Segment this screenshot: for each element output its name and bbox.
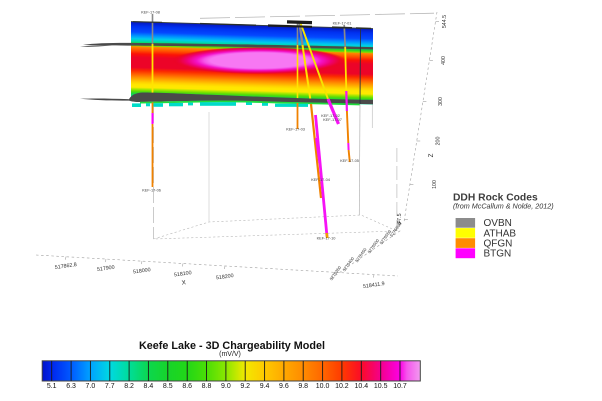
svg-text:KEF-17-04: KEF-17-04	[311, 177, 331, 182]
svg-text:KEF-17-10: KEF-17-10	[317, 236, 337, 241]
svg-text:ATHAB: ATHAB	[484, 228, 517, 239]
svg-text:300: 300	[438, 97, 444, 106]
svg-text:200: 200	[435, 137, 441, 146]
svg-text:5.1: 5.1	[47, 383, 57, 390]
svg-text:10.2: 10.2	[335, 383, 349, 390]
svg-text:8.5: 8.5	[163, 383, 173, 390]
svg-text:6.3: 6.3	[66, 383, 76, 390]
svg-text:8.4: 8.4	[144, 383, 154, 390]
svg-text:10.7: 10.7	[393, 383, 407, 390]
svg-text:9.0: 9.0	[221, 383, 231, 390]
svg-text:9.4: 9.4	[260, 383, 270, 390]
svg-text:400: 400	[441, 56, 447, 65]
svg-text:BTGN: BTGN	[484, 249, 512, 260]
svg-text:9.8: 9.8	[298, 383, 308, 390]
svg-text:7.0: 7.0	[86, 383, 96, 390]
svg-text:DDH Rock Codes: DDH Rock Codes	[453, 193, 538, 204]
svg-text:10.4: 10.4	[354, 383, 368, 390]
svg-text:9.6: 9.6	[279, 383, 289, 390]
svg-text:8.2: 8.2	[124, 383, 134, 390]
svg-text:518411.9: 518411.9	[363, 281, 385, 290]
svg-text:QFGN: QFGN	[484, 238, 513, 249]
svg-text:(mV/V): (mV/V)	[219, 351, 241, 358]
svg-text:9.2: 9.2	[240, 383, 250, 390]
svg-text:Y: Y	[396, 219, 404, 226]
svg-text:KEF-17-08: KEF-17-08	[141, 10, 160, 15]
svg-text:KEF-17-02: KEF-17-02	[321, 113, 340, 118]
svg-text:Keefe Lake - 3D Chargeability: Keefe Lake - 3D Chargeability Model	[139, 340, 325, 352]
svg-text:518000: 518000	[133, 267, 151, 275]
svg-text:KEF-17-06: KEF-17-06	[142, 188, 161, 193]
svg-text:100: 100	[432, 180, 438, 189]
svg-text:518200: 518200	[216, 273, 234, 281]
svg-text:517900: 517900	[97, 265, 115, 273]
svg-text:KEF-17-07: KEF-17-07	[323, 117, 342, 122]
svg-text:KEF-17-03: KEF-17-03	[286, 127, 305, 132]
svg-text:(from McCallum & Nolde, 2012): (from McCallum & Nolde, 2012)	[453, 201, 554, 210]
svg-text:OVBN: OVBN	[484, 218, 512, 229]
svg-text:-77.5: -77.5	[397, 213, 403, 225]
svg-text:KEF-17-05: KEF-17-05	[340, 158, 359, 163]
svg-text:X: X	[181, 279, 186, 287]
svg-text:10.5: 10.5	[374, 383, 388, 390]
svg-text:8.8: 8.8	[202, 383, 212, 390]
svg-text:7.7: 7.7	[105, 383, 115, 390]
svg-text:10.0: 10.0	[316, 383, 330, 390]
svg-text:518100: 518100	[174, 270, 192, 278]
svg-text:KEF-17-01: KEF-17-01	[333, 21, 352, 26]
svg-text:8.6: 8.6	[182, 383, 192, 390]
svg-text:517862.8: 517862.8	[55, 262, 78, 271]
svg-text:Z: Z	[428, 153, 435, 157]
svg-text:544.5: 544.5	[442, 15, 448, 28]
